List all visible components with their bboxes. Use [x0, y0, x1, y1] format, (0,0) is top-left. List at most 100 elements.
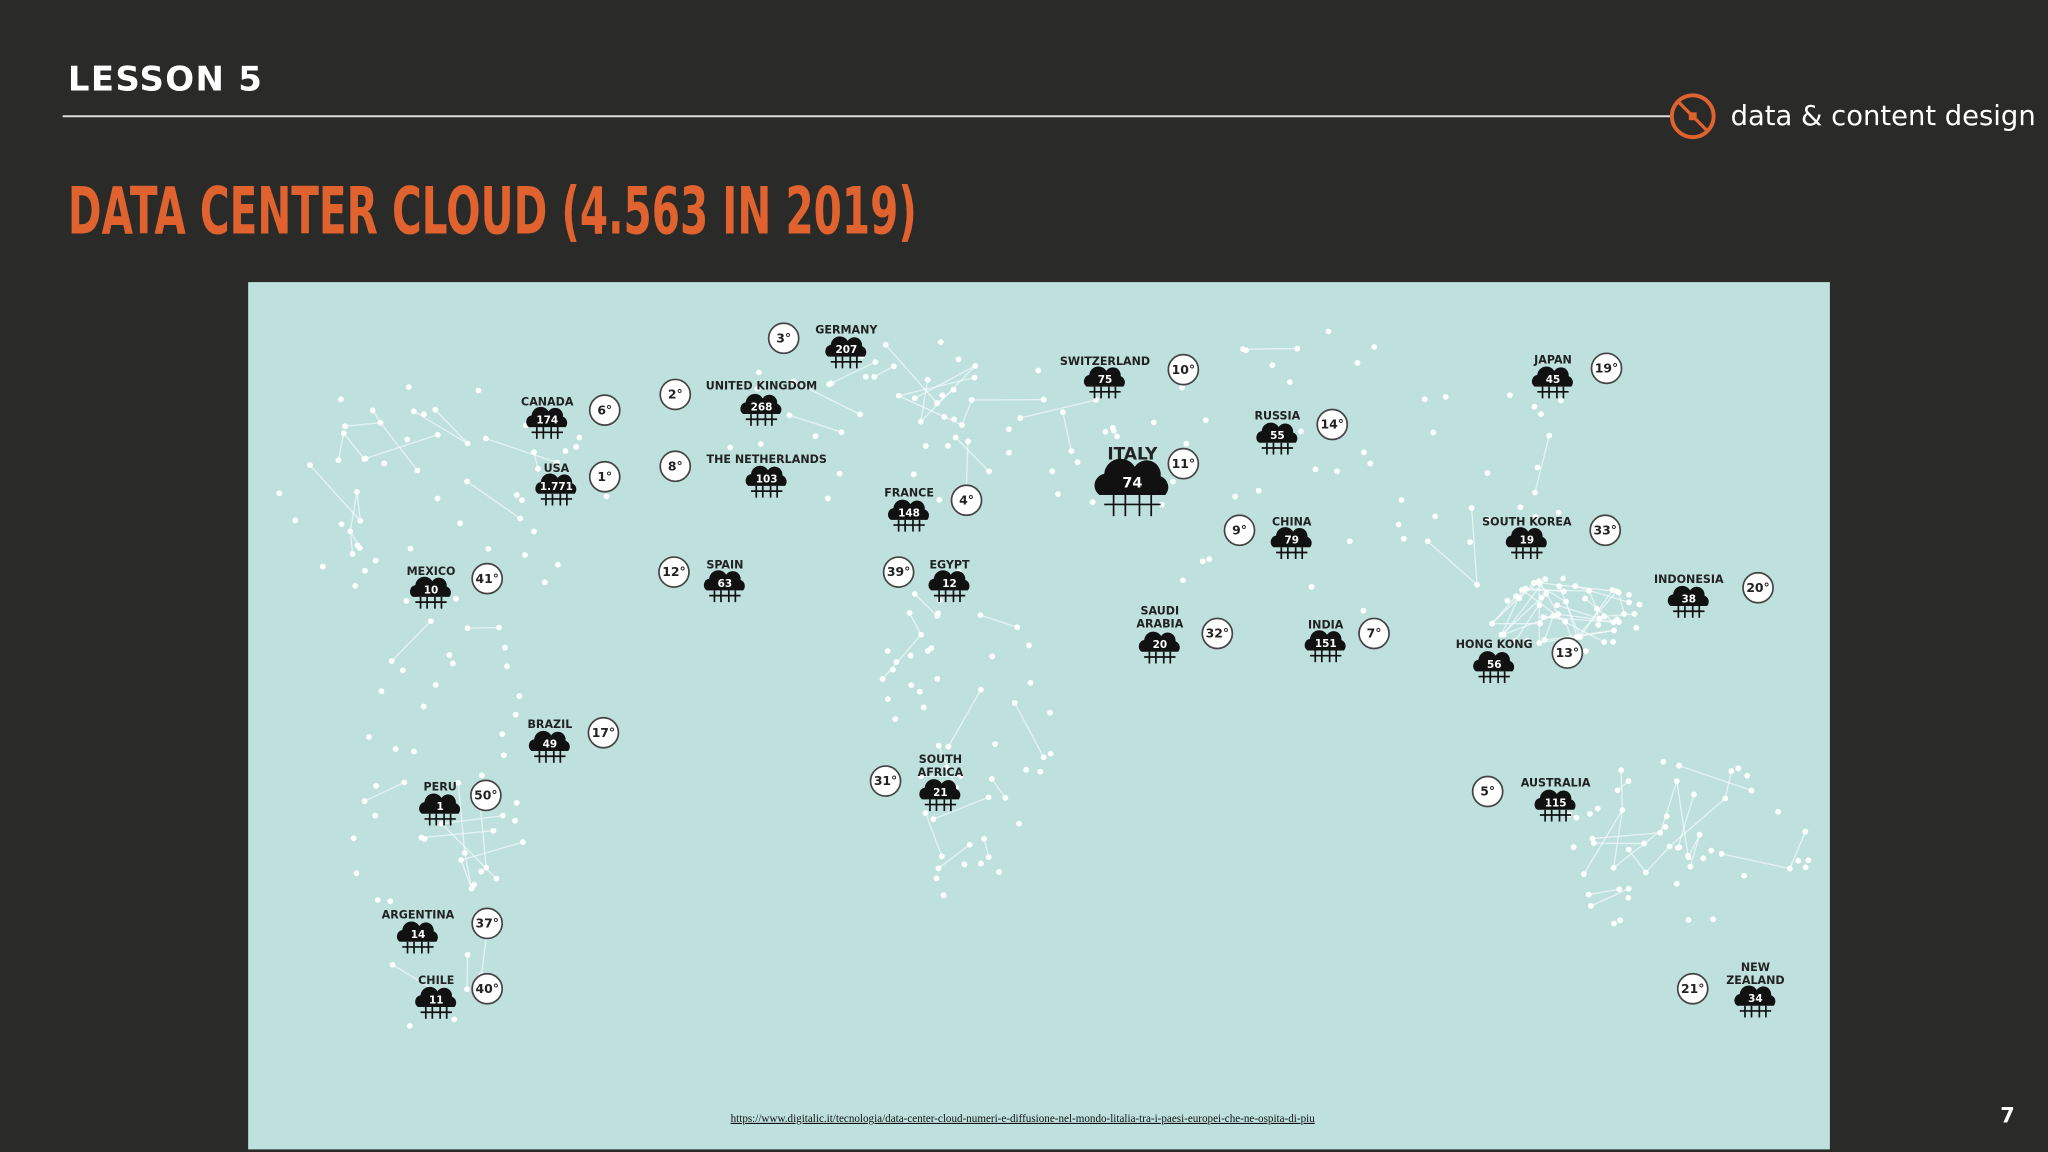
- network-node: [576, 434, 583, 441]
- rank-badge: [1742, 571, 1774, 604]
- rank-label: 21°: [1681, 981, 1704, 996]
- network-link: [1789, 831, 1806, 869]
- network-node: [1504, 597, 1511, 604]
- network-link: [1556, 604, 1600, 620]
- network-node: [1560, 575, 1566, 582]
- network-node: [1183, 440, 1190, 447]
- network-node: [1666, 843, 1673, 850]
- network-link: [365, 434, 438, 460]
- cloud-icon: [1473, 651, 1515, 672]
- network-node: [890, 363, 897, 370]
- network-node: [535, 466, 541, 472]
- cloud-icon: [1256, 422, 1298, 443]
- network-node: [825, 495, 831, 502]
- network-node: [1040, 396, 1047, 403]
- country-name: PERU: [424, 781, 457, 794]
- network-link: [933, 796, 989, 820]
- network-link: [882, 634, 922, 680]
- network-node: [1660, 758, 1667, 765]
- network-node: [405, 384, 412, 390]
- network-node: [1092, 397, 1099, 403]
- network-node: [1582, 595, 1588, 602]
- network-node: [350, 835, 357, 842]
- network-node: [1555, 509, 1562, 516]
- network-node: [1170, 478, 1176, 485]
- network-link: [1584, 597, 1614, 623]
- network-node: [872, 359, 879, 365]
- network-node: [985, 794, 992, 801]
- network-node: [516, 693, 523, 700]
- network-node: [464, 440, 471, 447]
- network-node: [1532, 514, 1539, 520]
- network-node: [892, 716, 899, 723]
- cloud-icon: [535, 473, 577, 494]
- country-name: HONG KONG: [1456, 638, 1533, 651]
- network-node: [1618, 767, 1625, 774]
- source-link[interactable]: https://www.digitalic.it/tecnologia/data…: [731, 1113, 1316, 1125]
- country-name: AFRICA: [918, 766, 964, 779]
- network-node: [955, 356, 962, 363]
- network-node: [420, 703, 427, 710]
- network-link: [349, 530, 361, 549]
- network-node: [471, 881, 478, 888]
- network-node: [1484, 470, 1491, 476]
- network-link: [1014, 702, 1045, 758]
- cloud-icon: [1304, 630, 1346, 651]
- network-node: [1616, 886, 1623, 893]
- network-node: [1014, 624, 1021, 631]
- network-node: [1361, 449, 1367, 456]
- network-node: [1570, 844, 1577, 851]
- network-link: [1620, 770, 1623, 811]
- network-node: [977, 612, 984, 618]
- network-node: [977, 686, 984, 693]
- network-node: [1573, 814, 1580, 821]
- network-node: [1802, 828, 1809, 835]
- network-link: [441, 823, 497, 880]
- network-link: [831, 361, 876, 384]
- network-node: [925, 647, 931, 654]
- network-node: [554, 459, 560, 466]
- country-name: UNITED KINGDOM: [706, 380, 817, 393]
- network-node: [1611, 920, 1617, 927]
- rank-badge: [471, 907, 504, 940]
- cloud-icon: [825, 336, 867, 357]
- network-node: [1432, 513, 1439, 520]
- network-node: [1517, 504, 1524, 511]
- network-node: [1398, 497, 1405, 503]
- network-node: [812, 433, 819, 440]
- network-node: [911, 395, 918, 402]
- network-node: [1554, 602, 1560, 609]
- rank-label: 4°: [959, 492, 974, 507]
- network-link: [364, 781, 405, 802]
- network-link: [961, 399, 973, 426]
- network-node: [961, 861, 968, 868]
- cloud-icon: [1505, 527, 1547, 548]
- country-name: EGYPT: [929, 559, 970, 572]
- network-node: [1611, 627, 1618, 634]
- network-node: [924, 376, 931, 383]
- rank-label: 5°: [1480, 784, 1495, 799]
- network-node: [1610, 865, 1617, 871]
- network-node: [338, 396, 344, 403]
- network-link: [920, 365, 976, 423]
- network-node: [421, 836, 428, 842]
- network-link: [1583, 809, 1623, 875]
- network-node: [520, 839, 526, 846]
- network-node: [335, 457, 342, 464]
- network-node: [1691, 791, 1697, 798]
- center-count: 74: [1122, 475, 1142, 491]
- country-name: USA: [544, 462, 570, 475]
- country-name: INDONESIA: [1654, 573, 1724, 586]
- network-node: [1006, 426, 1012, 433]
- network-node: [935, 865, 942, 872]
- country-name: GERMANY: [815, 323, 878, 336]
- network-link: [885, 344, 938, 404]
- network-node: [1240, 346, 1246, 353]
- cloud-icon: [528, 730, 570, 752]
- network-link: [467, 626, 500, 629]
- country-name: INDIA: [1308, 619, 1344, 632]
- network-node: [1744, 772, 1751, 779]
- network-node: [366, 734, 372, 740]
